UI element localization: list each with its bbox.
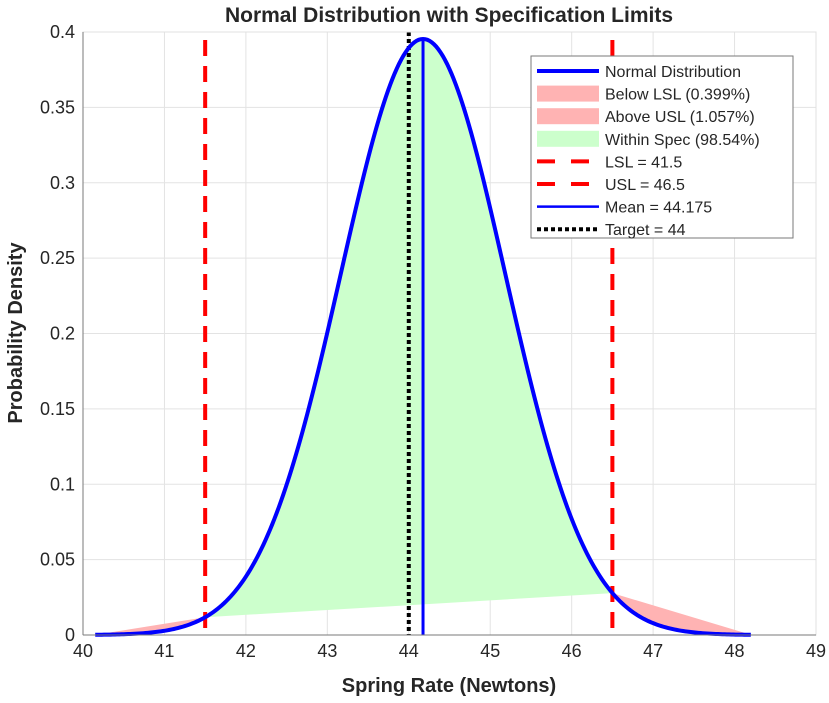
- y-tick-label: 0: [65, 625, 75, 645]
- lines: [95, 32, 751, 637]
- y-tick-label: 0.2: [50, 324, 75, 344]
- x-tick-label: 48: [725, 641, 745, 661]
- x-tick-label: 41: [154, 641, 174, 661]
- legend-swatch: [537, 130, 599, 147]
- y-tick-label: 0.4: [50, 22, 75, 42]
- legend: Normal Distribution Below LSL (0.399%) Abo…: [530, 55, 794, 239]
- legend-label: LSL = 41.5: [605, 154, 682, 171]
- y-tick-label: 0.3: [50, 173, 75, 193]
- y-tick-label: 0.15: [40, 399, 75, 419]
- x-tick-label: 47: [643, 641, 663, 661]
- legend-label: Target = 44: [605, 222, 686, 239]
- x-tick-label: 42: [236, 641, 256, 661]
- x-tick-label: 49: [806, 641, 826, 661]
- y-tick-label: 0.35: [40, 97, 75, 117]
- legend-swatch: [537, 85, 599, 102]
- legend-label: Mean = 44.175: [605, 200, 712, 217]
- axes: 40 41 42 43 44 45 46 47 48 49 0 0.05 0.1 0.15 0.2 0.25 0…: [40, 22, 826, 661]
- legend-label: Normal Distribution: [605, 64, 741, 81]
- y-axis-label: Probability Density: [5, 242, 27, 424]
- chart-title: Normal Distribution with Specification L…: [225, 4, 673, 27]
- legend-label: Below LSL (0.399%): [605, 87, 750, 104]
- legend-label: Within Spec (98.54%): [605, 132, 760, 149]
- y-tick-label: 0.05: [40, 550, 75, 570]
- legend-label: Above USL (1.057%): [605, 109, 755, 126]
- below-lsl-fill: [95, 617, 206, 635]
- legend-swatch: [537, 108, 599, 125]
- y-tick-label: 0.1: [50, 474, 75, 494]
- y-tick-label: 0.25: [40, 248, 75, 268]
- x-tick-label: 43: [317, 641, 337, 661]
- normal-curve: [95, 36, 751, 637]
- x-tick-label: 45: [480, 641, 500, 661]
- x-tick-label: 40: [73, 641, 93, 661]
- x-tick-label: 44: [399, 641, 419, 661]
- x-tick-label: 46: [562, 641, 582, 661]
- above-usl-fill: [612, 593, 751, 635]
- legend-label: USL = 46.5: [605, 177, 685, 194]
- x-axis-label: Spring Rate (Newtons): [342, 675, 556, 697]
